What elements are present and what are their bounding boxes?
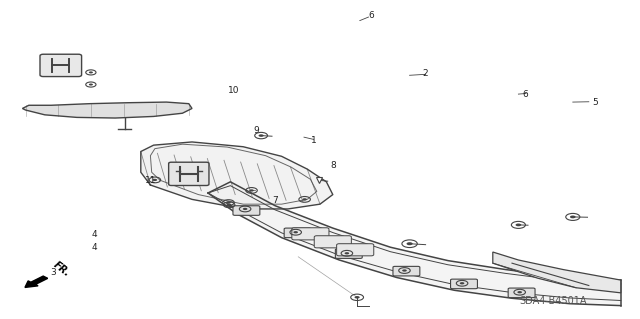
Text: SDA4-B4501A: SDA4-B4501A <box>520 296 588 307</box>
Text: 4: 4 <box>92 230 97 239</box>
FancyBboxPatch shape <box>337 244 374 256</box>
FancyBboxPatch shape <box>508 288 535 298</box>
FancyBboxPatch shape <box>335 249 362 258</box>
Circle shape <box>249 189 254 192</box>
Circle shape <box>402 269 407 272</box>
Text: 10: 10 <box>228 86 239 95</box>
FancyBboxPatch shape <box>284 228 311 238</box>
Text: FR.: FR. <box>51 260 72 278</box>
Text: 8: 8 <box>330 161 335 170</box>
Circle shape <box>293 231 298 234</box>
Circle shape <box>355 296 360 299</box>
Text: 1: 1 <box>311 136 316 145</box>
FancyBboxPatch shape <box>40 54 82 77</box>
FancyBboxPatch shape <box>314 236 351 248</box>
Text: 4: 4 <box>92 243 97 252</box>
Circle shape <box>227 204 232 206</box>
Text: 6: 6 <box>369 11 374 20</box>
Circle shape <box>517 291 522 293</box>
Text: 11: 11 <box>145 176 156 185</box>
Text: 3: 3 <box>51 268 56 277</box>
FancyBboxPatch shape <box>233 206 260 215</box>
Circle shape <box>259 134 264 137</box>
Text: 9: 9 <box>253 126 259 135</box>
Circle shape <box>406 242 413 245</box>
FancyBboxPatch shape <box>451 279 477 289</box>
FancyBboxPatch shape <box>169 162 209 186</box>
Circle shape <box>302 198 307 201</box>
Text: 7: 7 <box>273 197 278 205</box>
Circle shape <box>226 201 231 204</box>
Polygon shape <box>208 182 621 306</box>
Circle shape <box>344 252 349 255</box>
FancyBboxPatch shape <box>393 266 420 276</box>
Polygon shape <box>493 252 621 293</box>
Text: 5: 5 <box>593 98 598 107</box>
Text: 2: 2 <box>423 69 428 78</box>
Polygon shape <box>22 102 192 118</box>
Circle shape <box>570 216 575 218</box>
Circle shape <box>516 224 521 226</box>
Circle shape <box>89 84 93 85</box>
Circle shape <box>89 71 93 73</box>
FancyBboxPatch shape <box>292 228 329 240</box>
FancyArrow shape <box>25 276 48 287</box>
Circle shape <box>460 282 465 285</box>
Circle shape <box>152 179 157 181</box>
Text: 6: 6 <box>522 90 527 99</box>
Circle shape <box>243 208 248 210</box>
Polygon shape <box>141 142 333 209</box>
